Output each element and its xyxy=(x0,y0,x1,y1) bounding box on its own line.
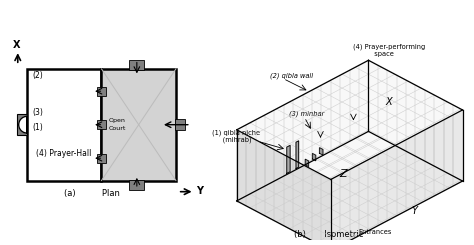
Text: X: X xyxy=(13,40,20,50)
Text: Open: Open xyxy=(109,118,126,123)
Polygon shape xyxy=(237,130,331,245)
Text: (2): (2) xyxy=(33,71,44,80)
Bar xyxy=(129,60,144,70)
Polygon shape xyxy=(368,60,463,181)
Polygon shape xyxy=(296,141,299,169)
Bar xyxy=(97,154,106,163)
Polygon shape xyxy=(18,116,27,133)
Text: (2) qibla wall: (2) qibla wall xyxy=(270,72,313,79)
Bar xyxy=(97,120,106,129)
Text: (3) minbar: (3) minbar xyxy=(289,111,324,117)
Text: Y: Y xyxy=(411,206,417,216)
Text: (b)       Isometric: (b) Isometric xyxy=(293,231,363,239)
Text: (4) Prayer-Hall: (4) Prayer-Hall xyxy=(36,149,92,158)
Text: (3): (3) xyxy=(33,108,44,117)
Bar xyxy=(27,69,101,181)
Polygon shape xyxy=(305,159,309,167)
Bar xyxy=(129,180,144,190)
Text: Y: Y xyxy=(196,186,203,196)
Text: Z: Z xyxy=(339,169,347,179)
Polygon shape xyxy=(319,148,323,155)
Polygon shape xyxy=(312,153,316,161)
Polygon shape xyxy=(237,60,368,201)
Bar xyxy=(97,86,106,96)
Text: X: X xyxy=(385,97,392,107)
Bar xyxy=(175,119,185,130)
Text: (1) qibla niche
     (mihrab): (1) qibla niche (mihrab) xyxy=(212,129,260,143)
Polygon shape xyxy=(237,60,463,180)
Text: Entrances: Entrances xyxy=(359,229,392,235)
Bar xyxy=(17,114,27,135)
Bar xyxy=(101,69,176,181)
Polygon shape xyxy=(18,116,27,133)
Text: (a)          Plan: (a) Plan xyxy=(64,189,120,198)
Text: Court: Court xyxy=(109,126,126,131)
Text: (1): (1) xyxy=(33,123,44,132)
Text: (4) Prayer-performing
          space: (4) Prayer-performing space xyxy=(353,44,425,57)
Polygon shape xyxy=(237,131,463,245)
Polygon shape xyxy=(331,110,463,245)
Polygon shape xyxy=(287,145,290,173)
